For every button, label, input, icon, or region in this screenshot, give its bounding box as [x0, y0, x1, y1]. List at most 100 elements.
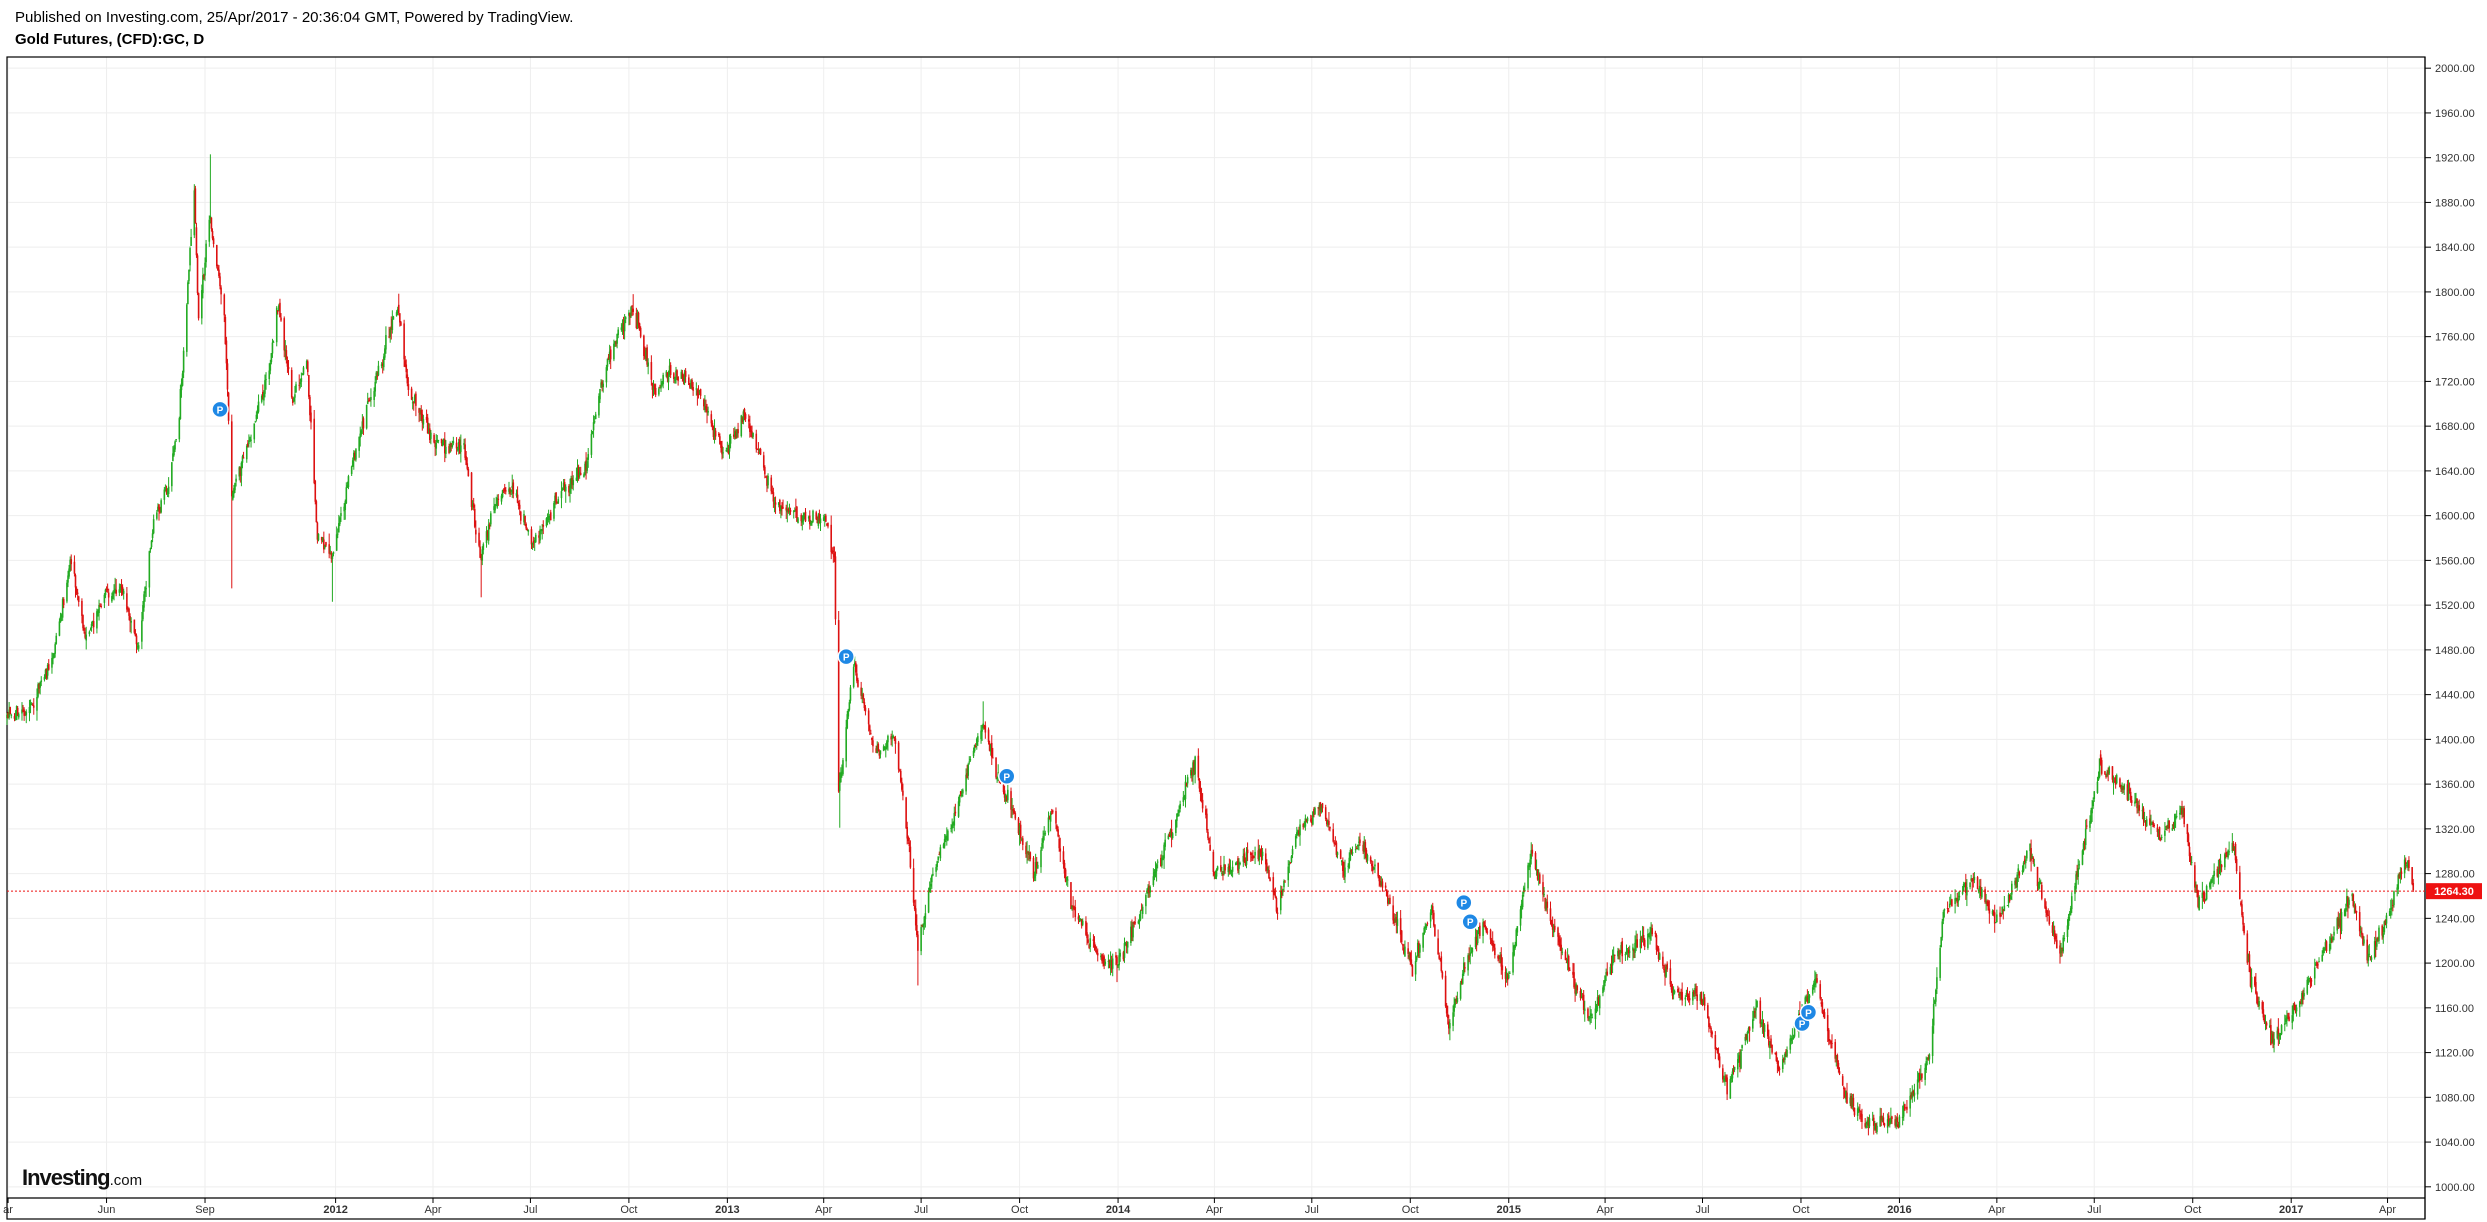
candle-body: [1913, 1092, 1916, 1096]
candle-body: [526, 528, 529, 530]
candle-body: [74, 575, 77, 588]
candle-body: [1115, 955, 1117, 958]
candle-body: [2108, 767, 2111, 774]
candle-body: [119, 586, 122, 590]
candle-body: [797, 518, 799, 524]
candle-body: [1612, 954, 1615, 956]
y-tick-label: 1760.00: [2435, 332, 2475, 344]
candle-body: [264, 380, 266, 394]
candle-body: [953, 813, 956, 826]
candle-body: [2268, 1025, 2271, 1028]
candle-body: [367, 399, 370, 401]
candle-body: [404, 360, 406, 367]
candle-body: [1309, 819, 1312, 821]
candle-body: [171, 462, 173, 487]
candle-body: [1243, 853, 1246, 862]
y-tick-label: 1400.00: [2435, 734, 2475, 746]
candle-body: [1654, 932, 1657, 934]
candle-body: [2276, 1030, 2279, 1039]
candle-body: [1339, 850, 1342, 859]
candle-body: [308, 375, 310, 397]
candle-body: [2363, 939, 2365, 944]
candle-body: [1709, 1025, 1711, 1027]
candle-body: [2333, 931, 2335, 936]
candle-body: [2309, 979, 2312, 982]
candle-body: [1184, 781, 1187, 800]
candle-body: [1950, 900, 1952, 905]
candle-body: [172, 453, 174, 462]
candle-body: [1850, 1095, 1853, 1108]
candle-body: [1029, 852, 1032, 860]
candle-body: [1284, 881, 1286, 883]
event-marker-icon[interactable]: [997, 767, 1016, 786]
candle-body: [962, 789, 964, 794]
candle-body: [2089, 820, 2091, 828]
candle-body: [1576, 985, 1579, 991]
candle-body: [148, 551, 151, 588]
y-tick-label: 1280.00: [2435, 869, 2475, 881]
candle-body: [470, 472, 473, 507]
candle-body: [750, 429, 752, 433]
candle-body: [2384, 920, 2387, 925]
candle-body: [1624, 954, 1627, 956]
candle-body: [143, 594, 145, 608]
y-tick-label: 1120.00: [2435, 1048, 2474, 1060]
candle-body: [2036, 866, 2039, 887]
candle-body: [2141, 810, 2144, 812]
candle-body: [1111, 958, 1114, 969]
candle-body: [674, 377, 676, 382]
candle-body: [1969, 882, 1971, 888]
candle-body: [1627, 949, 1630, 954]
candle-body: [224, 317, 227, 345]
candle-body: [263, 392, 265, 401]
candle-body: [590, 433, 593, 455]
candle-body: [712, 425, 715, 437]
candle-body: [1089, 938, 1092, 947]
candle-body: [1304, 818, 1307, 827]
event-marker-icon[interactable]: [837, 647, 855, 666]
candle-body: [294, 394, 296, 398]
candle-body: [2014, 880, 2016, 886]
candle-body: [662, 374, 664, 385]
investing-logo[interactable]: Investing.com: [22, 1165, 143, 1190]
candle-body: [2404, 861, 2407, 864]
candle-body: [23, 709, 25, 716]
candle-body: [1081, 920, 1084, 925]
candle-body: [59, 616, 62, 623]
candle-body: [523, 513, 525, 523]
candle-body: [1970, 878, 1972, 881]
event-marker-icon[interactable]: [211, 400, 229, 419]
candle-body: [540, 529, 542, 532]
candle-body: [270, 353, 273, 363]
candle-body: [721, 445, 723, 455]
candle-body: [605, 367, 608, 383]
candle-body: [2127, 788, 2130, 801]
candle-body: [389, 329, 391, 338]
candle-body: [2150, 824, 2152, 826]
candle-body: [112, 592, 114, 596]
candle-body: [952, 822, 955, 826]
candle-body: [1815, 977, 1817, 982]
candle-body: [253, 423, 256, 440]
candle-body: [388, 336, 390, 338]
candle-body: [1357, 844, 1359, 847]
candle-body: [51, 657, 53, 668]
candle-body: [2180, 807, 2182, 814]
candle-body: [726, 448, 729, 450]
candle-body: [344, 501, 347, 510]
last-price-badge[interactable]: [2426, 883, 2482, 900]
candle-body: [508, 488, 510, 492]
candle-body: [1737, 1059, 1739, 1070]
candle-body: [150, 540, 153, 548]
candle-body: [1282, 889, 1284, 893]
candle-body: [1303, 825, 1306, 827]
candle-body: [1655, 935, 1658, 950]
candle-body: [1063, 862, 1066, 874]
event-marker-icon[interactable]: [1799, 1003, 1818, 1022]
candle-body: [1332, 829, 1335, 842]
event-marker-icon[interactable]: [1461, 912, 1479, 931]
candle-body: [2396, 887, 2398, 890]
candle-body: [1891, 1116, 1893, 1120]
event-marker-icon[interactable]: [1455, 893, 1473, 912]
